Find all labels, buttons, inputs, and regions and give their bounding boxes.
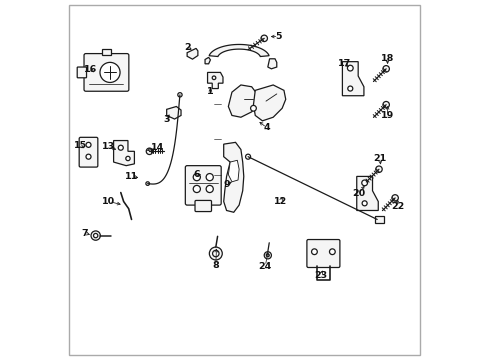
Circle shape [346,65,352,71]
Text: 6: 6 [193,170,200,179]
Text: 16: 16 [84,65,98,74]
Circle shape [212,250,219,257]
Text: 9: 9 [224,180,230,189]
Polygon shape [228,85,257,117]
Text: 17: 17 [337,59,350,68]
Circle shape [382,102,388,108]
Polygon shape [187,48,198,59]
Circle shape [362,201,366,206]
Circle shape [100,62,120,82]
FancyBboxPatch shape [306,239,339,267]
Text: 15: 15 [74,141,87,150]
Circle shape [86,154,91,159]
FancyBboxPatch shape [79,137,98,167]
Text: 2: 2 [184,43,191,52]
Text: 7: 7 [81,229,88,238]
Circle shape [261,35,267,41]
Circle shape [361,180,367,186]
Circle shape [266,254,269,257]
Circle shape [382,66,388,72]
Text: 13: 13 [102,142,115,151]
Polygon shape [209,44,268,57]
Text: 18: 18 [380,54,393,63]
Polygon shape [113,140,134,166]
Circle shape [91,231,100,240]
Circle shape [250,105,256,111]
Text: 10: 10 [102,197,115,206]
Text: 12: 12 [273,197,286,206]
Circle shape [125,156,130,161]
Circle shape [178,93,182,97]
Circle shape [311,249,317,255]
Text: 4: 4 [263,123,269,132]
Text: 11: 11 [124,172,138,181]
Text: 1: 1 [207,86,213,95]
Text: 5: 5 [275,32,281,41]
Polygon shape [204,57,210,64]
Polygon shape [223,142,244,212]
Circle shape [193,185,200,193]
Polygon shape [207,72,223,89]
Circle shape [391,195,398,201]
FancyBboxPatch shape [84,54,128,91]
Circle shape [93,233,98,238]
Circle shape [145,182,149,185]
Circle shape [209,247,222,260]
Polygon shape [342,62,363,96]
Polygon shape [356,176,378,211]
Polygon shape [166,107,181,119]
Text: 20: 20 [351,189,365,198]
Text: 22: 22 [390,202,404,211]
Circle shape [264,252,271,259]
FancyBboxPatch shape [195,201,211,212]
Circle shape [245,154,250,159]
Circle shape [206,174,213,181]
Circle shape [347,86,352,91]
FancyBboxPatch shape [77,67,86,78]
Circle shape [375,166,382,172]
Bar [102,49,111,55]
Text: 8: 8 [212,261,219,270]
Circle shape [118,145,123,150]
Text: 24: 24 [258,262,271,271]
Text: 14: 14 [151,143,164,152]
Circle shape [146,148,152,154]
Text: 19: 19 [380,111,393,120]
Polygon shape [253,85,285,121]
Polygon shape [375,216,383,223]
Text: 3: 3 [163,115,169,124]
Circle shape [212,76,215,80]
Polygon shape [267,59,276,69]
Text: 21: 21 [373,154,386,163]
Polygon shape [228,160,239,182]
Circle shape [86,142,91,147]
Circle shape [206,185,213,193]
FancyBboxPatch shape [185,166,221,205]
Circle shape [193,174,200,181]
Circle shape [329,249,335,255]
Text: 23: 23 [313,270,326,279]
